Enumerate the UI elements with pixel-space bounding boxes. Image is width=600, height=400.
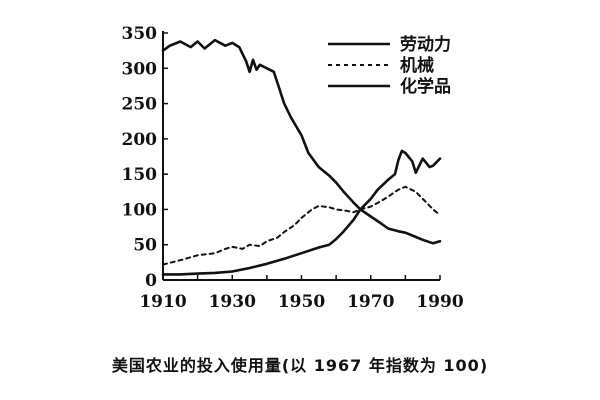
series-line-2: [162, 185, 441, 266]
x-tick-label: 1910: [139, 292, 186, 312]
x-tick-label: 1990: [416, 292, 463, 312]
series-line-1: [161, 38, 442, 245]
chart-area: 0 50 100 150 200 250 300 350 1910 1930 1950 1970 199…: [122, 24, 464, 312]
y-tick-label: 350: [122, 24, 158, 44]
legend-label-2: 机械: [400, 55, 434, 76]
y-tick-label: 250: [122, 95, 158, 115]
y-tick-label: 300: [122, 59, 158, 79]
y-tick-label: 150: [122, 165, 158, 185]
x-tick-label: 1930: [209, 292, 256, 312]
x-tick-label: 1950: [278, 292, 325, 312]
y-tick-label: 100: [122, 200, 158, 220]
y-tick-label: 50: [133, 236, 157, 256]
y-tick-label: 0: [145, 271, 157, 291]
legend-label-1: 劳动力: [400, 34, 451, 55]
x-tick-label: 1970: [347, 292, 394, 312]
chart-caption: 美国农业的投入使用量(以 1967 年指数为 100): [111, 356, 489, 375]
y-tick-label: 200: [122, 130, 158, 150]
line-chart: 0 50 100 150 200 250 300 350 1910 1930 1950 1970 199…: [122, 24, 464, 312]
legend-label-3: 化学品: [400, 76, 451, 97]
series-line-3: [161, 149, 442, 276]
